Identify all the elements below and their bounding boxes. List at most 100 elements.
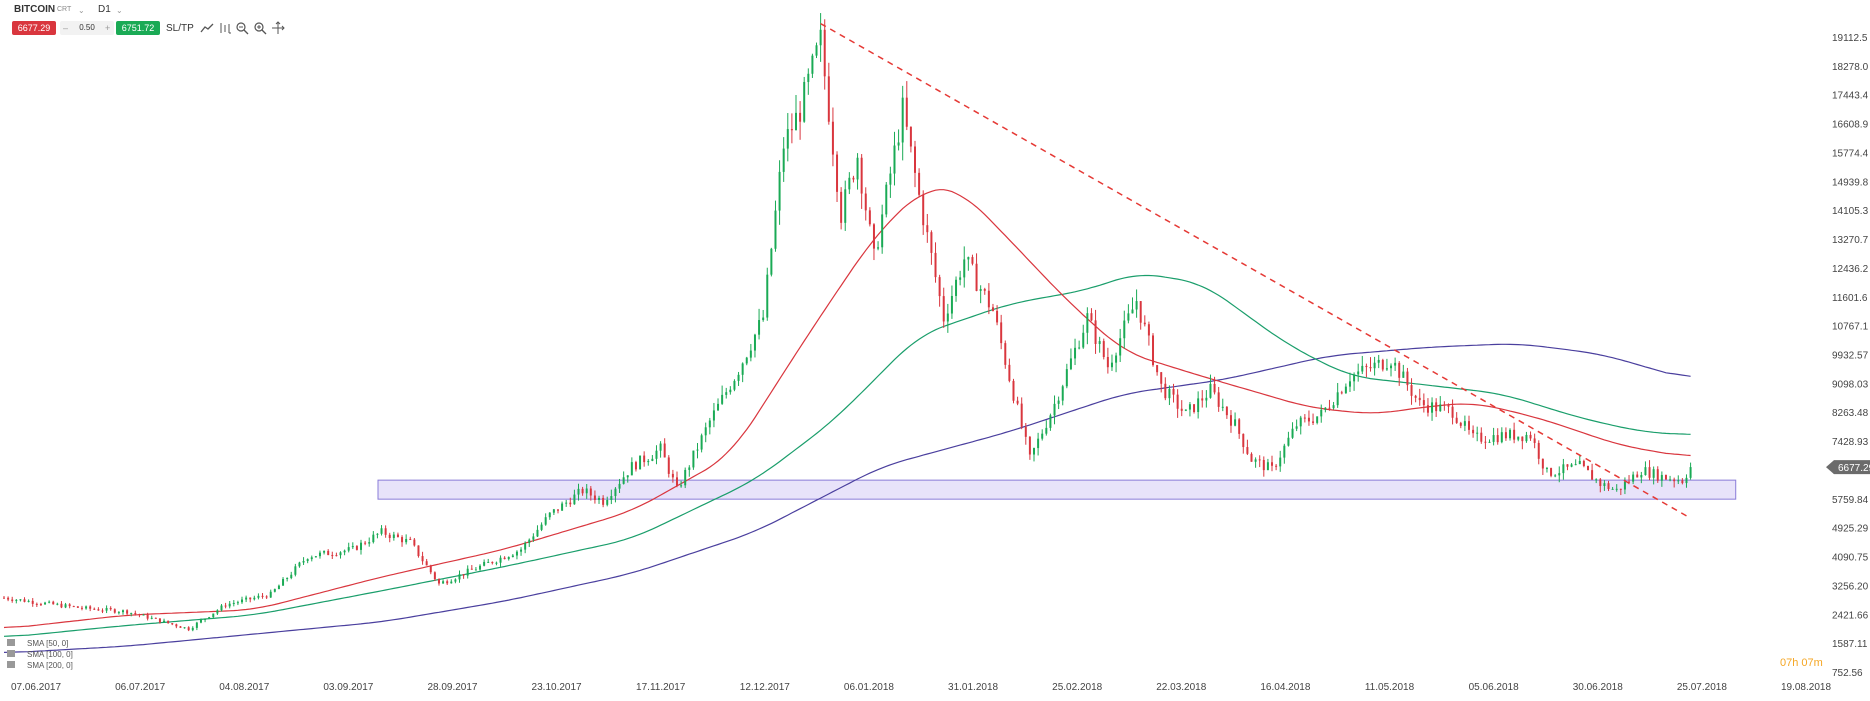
candle-body <box>766 274 769 318</box>
candle <box>1480 427 1483 444</box>
candle-body <box>548 512 551 518</box>
candle-body <box>1582 460 1585 467</box>
candle <box>1357 363 1360 382</box>
candle <box>552 508 555 516</box>
candle <box>544 513 547 526</box>
candle <box>224 602 227 609</box>
candle <box>651 455 654 462</box>
symbol-name[interactable]: BITCOIN <box>14 4 56 15</box>
candle <box>1115 352 1118 373</box>
timeframe-chevron-down-icon[interactable]: ⌄ <box>116 6 123 15</box>
x-tick-label: 30.06.2018 <box>1573 682 1623 693</box>
candle <box>80 605 83 611</box>
candle <box>1541 458 1544 475</box>
candle <box>1599 478 1602 493</box>
candle-body <box>610 496 613 501</box>
candle-body <box>848 177 851 190</box>
candle <box>1578 454 1581 465</box>
candle-body <box>909 126 912 147</box>
candle <box>109 606 112 611</box>
candle-body <box>368 542 371 544</box>
candle <box>150 615 153 620</box>
candle <box>483 559 486 567</box>
lot-size-field[interactable]: 0.50 <box>60 21 114 35</box>
candle <box>963 246 966 288</box>
candle-body <box>64 604 67 608</box>
timeframe-select[interactable]: D1 <box>98 4 111 15</box>
crosshair-icon[interactable] <box>271 21 285 35</box>
candle <box>991 303 994 312</box>
zoom-out-icon[interactable] <box>235 21 249 35</box>
candle <box>364 540 367 546</box>
candle-body <box>1385 368 1388 370</box>
candle-body <box>470 568 473 570</box>
candle <box>15 599 18 604</box>
candle-body <box>39 604 42 606</box>
candle <box>372 531 375 544</box>
candle-body <box>1332 405 1335 409</box>
symbol-chevron-down-icon[interactable]: ⌄ <box>78 6 85 15</box>
candle-body <box>1365 365 1368 368</box>
candle-body <box>126 610 129 614</box>
candle <box>1316 416 1319 425</box>
candle <box>1426 398 1429 417</box>
candle-body <box>1246 447 1249 454</box>
candle-body <box>462 574 465 576</box>
x-tick-label: 04.08.2017 <box>219 682 269 693</box>
candle-body <box>323 550 326 553</box>
candle-body <box>901 97 904 143</box>
candle-body <box>249 597 252 600</box>
zoom-in-icon[interactable] <box>253 21 267 35</box>
candle-body <box>1295 426 1298 429</box>
candle <box>1660 471 1663 487</box>
candle-body <box>7 597 10 600</box>
candle-body <box>360 542 363 550</box>
candle-body <box>294 566 297 575</box>
candle <box>1414 394 1417 403</box>
candle-body <box>1628 481 1631 483</box>
candle <box>236 600 239 606</box>
candle-body <box>1201 398 1204 401</box>
x-tick-label: 22.03.2018 <box>1156 682 1206 693</box>
candle-body <box>987 290 990 308</box>
candle-body <box>872 224 875 249</box>
candle-body <box>651 458 654 461</box>
candle-body <box>1184 409 1187 411</box>
candle-body <box>3 597 5 599</box>
candle-body <box>327 550 330 556</box>
bar-chart-icon[interactable] <box>218 21 232 35</box>
candle <box>298 561 301 568</box>
candle <box>610 489 613 505</box>
candle-body <box>1271 462 1274 466</box>
candle-body <box>60 603 63 608</box>
candle <box>1586 465 1589 471</box>
legend-toggle-icon <box>7 650 15 657</box>
y-tick-label: 10767.1 <box>1832 322 1869 333</box>
candle <box>938 274 941 307</box>
candle <box>1098 336 1101 353</box>
candle-body <box>831 121 834 155</box>
lot-increase-icon[interactable]: + <box>105 23 111 33</box>
sma-50-line <box>3 189 1691 629</box>
line-chart-icon[interactable] <box>200 21 214 35</box>
candle-body <box>762 317 765 321</box>
candle-body <box>282 578 285 586</box>
candle-body <box>532 536 535 540</box>
candle <box>269 589 272 598</box>
sltp-button[interactable]: SL/TP <box>166 23 194 34</box>
candle-body <box>700 435 703 450</box>
sell-button[interactable]: 6677.29 <box>12 21 56 35</box>
candle <box>130 612 133 617</box>
candle <box>1291 422 1294 439</box>
candle <box>598 495 601 504</box>
candle-body <box>1623 481 1626 490</box>
candle-body <box>376 533 379 535</box>
buy-button[interactable]: 6751.72 <box>116 21 160 35</box>
candle-body <box>1599 479 1602 487</box>
candle <box>388 532 391 543</box>
candle-body <box>1603 483 1606 487</box>
candle-body <box>257 595 260 598</box>
lot-decrease-icon[interactable]: – <box>63 23 69 33</box>
